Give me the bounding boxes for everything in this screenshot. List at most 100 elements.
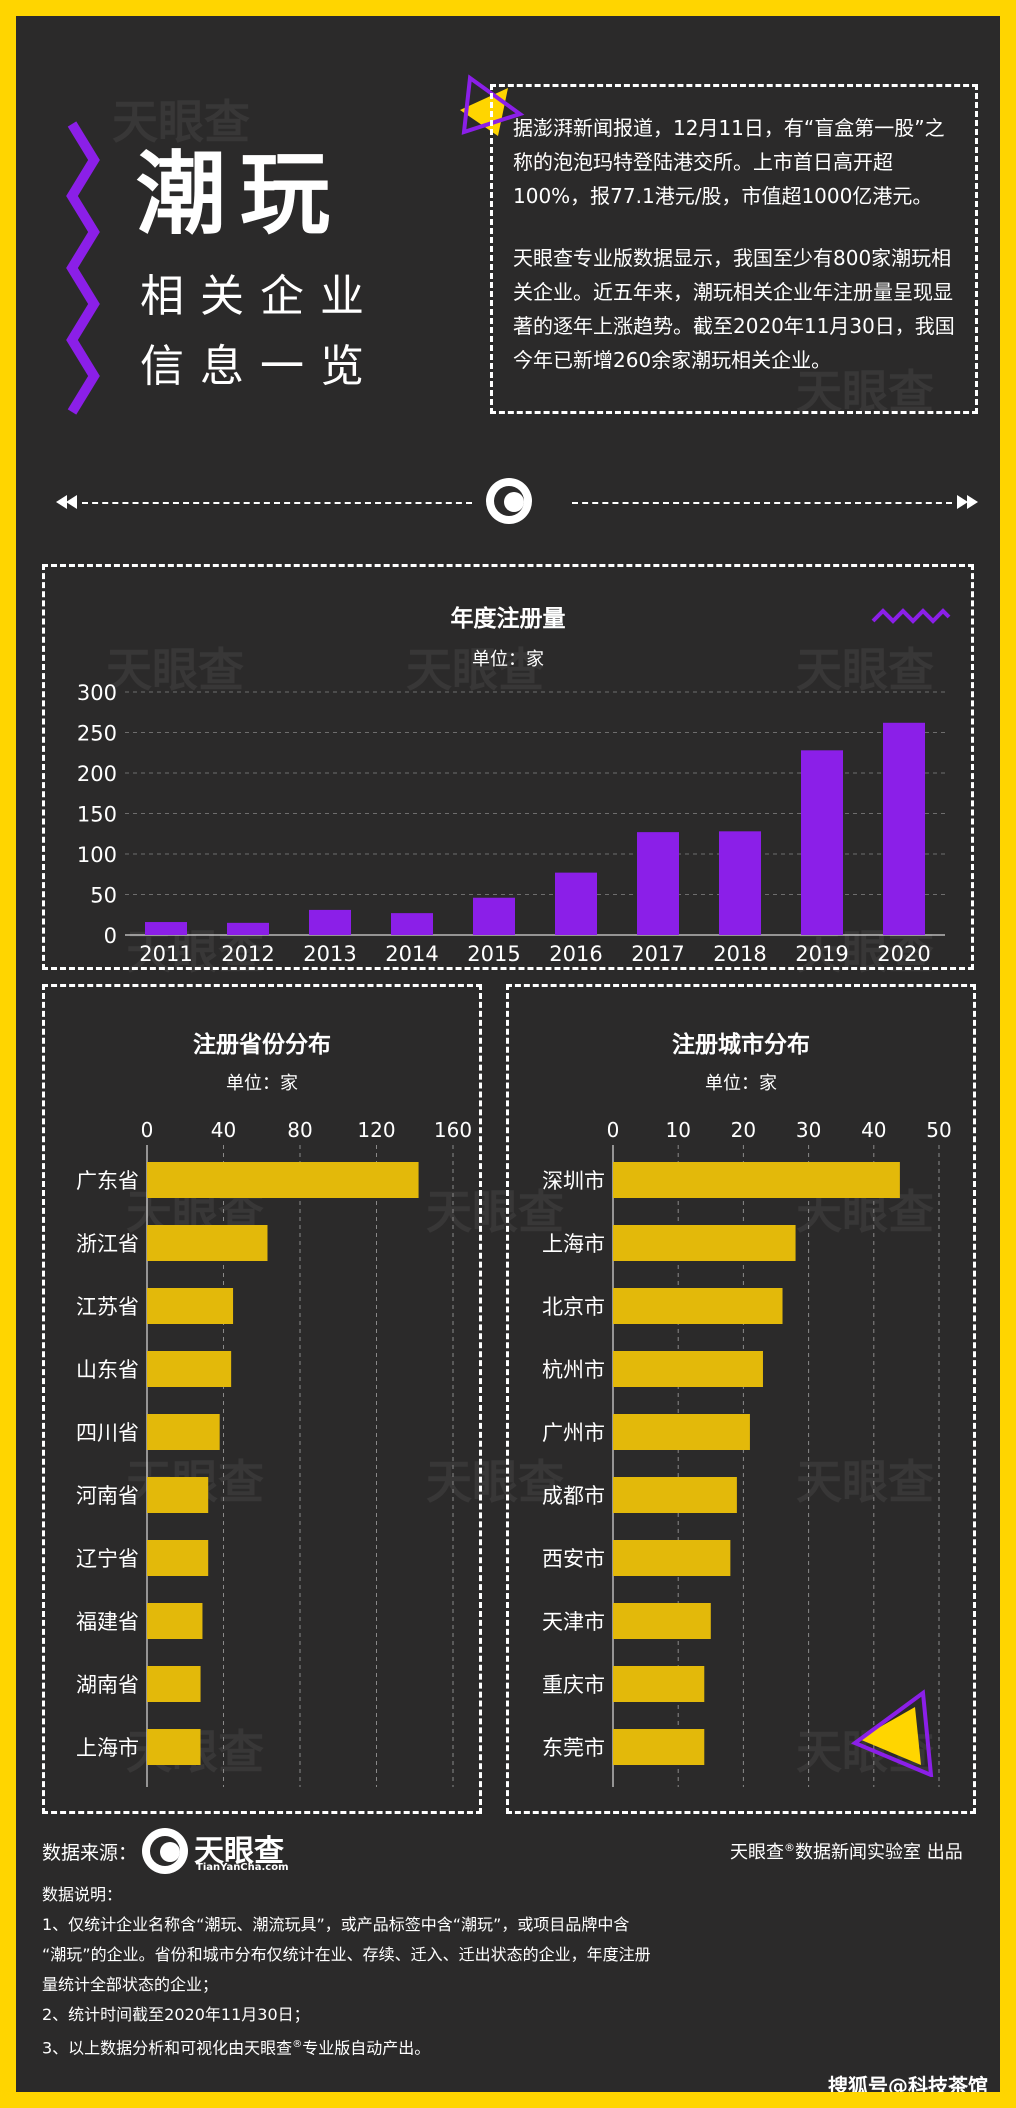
category-label: 浙江省 <box>76 1232 139 1256</box>
category-label: 杭州市 <box>542 1358 605 1382</box>
credit-line: 天眼查®数据新闻实验室 出品 <box>730 1838 963 1864</box>
bar <box>391 913 433 935</box>
bar <box>147 1477 209 1513</box>
watermark: 天眼查 <box>112 95 250 149</box>
annual-bar-chart: 0 50 100 150 200 250 300 2011 2012 2013 2014 2015 20… <box>77 681 945 966</box>
category-label: 河南省 <box>76 1484 139 1508</box>
page-subtitle-line2: 信息一览 <box>140 341 380 392</box>
divider-arrow-right-icon <box>957 495 978 509</box>
source-label: 数据来源： <box>42 1842 138 1864</box>
divider-line <box>82 502 472 504</box>
note-line: 1、仅统计企业名称含“潮玩、潮流玩具”，或产品标签中含“潮玩”，或项目品牌中含 <box>42 1915 630 1934</box>
annual-chart-box: 年度注册量 单位：家 0 50 100 150 200 250 300 2011 2012 201… <box>42 564 974 970</box>
chart-title: 注册省份分布 <box>193 1032 331 1058</box>
category-label: 东莞市 <box>542 1736 605 1760</box>
y-tick-label: 50 <box>90 884 117 908</box>
city-chart-box: 注册城市分布 单位：家 0 10 20 30 40 50 深圳市 上海市 北京市 杭州市 广州市 成都… <box>506 984 976 1814</box>
category-label: 深圳市 <box>542 1169 605 1193</box>
x-tick-label: 20 <box>731 1118 756 1142</box>
category-label: 四川省 <box>76 1421 139 1445</box>
x-tick-label: 50 <box>926 1118 951 1142</box>
category-label: 重庆市 <box>542 1673 605 1697</box>
bar <box>613 1414 750 1450</box>
watermark: 天眼查 <box>796 643 934 697</box>
infographic-page: 天眼查 天眼查 天眼查 天眼查 天眼查 天眼查 天眼查 天眼查 天眼查 天眼查 … <box>16 16 1000 2092</box>
bar <box>555 872 597 935</box>
note-line: 3、以上数据分析和可视化由天眼查®专业版自动产出。 <box>42 2030 742 2063</box>
data-notes: 数据说明： 1、仅统计企业名称含“潮玩、潮流玩具”，或产品标签中含“潮玩”，或项… <box>42 1880 742 2063</box>
bar <box>613 1540 731 1576</box>
x-tick-label: 2017 <box>631 942 684 966</box>
bar <box>147 1162 419 1198</box>
bar <box>147 1414 220 1450</box>
triangle-decoration <box>850 1689 934 1777</box>
note3-suffix: 专业版自动产出。 <box>302 2038 431 2058</box>
y-tick-label: 100 <box>77 843 117 867</box>
chart-title: 注册城市分布 <box>672 1032 810 1058</box>
chart-title: 年度注册量 <box>450 606 566 632</box>
y-tick-label: 250 <box>77 722 117 746</box>
registered-mark: ® <box>292 2039 303 2050</box>
category-label: 江苏省 <box>76 1295 139 1319</box>
bar <box>147 1603 203 1639</box>
bar <box>147 1729 201 1765</box>
note-line: 2、统计时间截至2020年11月30日； <box>42 2005 310 2024</box>
bar <box>147 1351 232 1387</box>
chart-unit: 单位：家 <box>472 649 544 670</box>
wave-decoration <box>871 608 951 624</box>
x-tick-label: 160 <box>434 1118 472 1142</box>
watermark: 天眼查 <box>426 1455 564 1509</box>
y-tick-label: 300 <box>77 681 117 705</box>
watermark: 天眼查 <box>426 1185 564 1239</box>
category-label: 天津市 <box>542 1610 605 1634</box>
x-tick-label: 30 <box>796 1118 821 1142</box>
logo-badge-icon <box>486 478 532 524</box>
x-tick-label: 2020 <box>877 942 930 966</box>
x-tick-label: 2014 <box>385 942 438 966</box>
category-label: 福建省 <box>76 1610 139 1634</box>
x-tick-label: 0 <box>607 1118 620 1142</box>
bar <box>719 831 761 935</box>
bar <box>227 922 269 935</box>
intro-paragraph: 天眼查专业版数据显示，我国至少有800家潮玩相关企业。近五年来，潮玩相关企业年注… <box>513 246 955 372</box>
x-tick-label: 2013 <box>303 942 356 966</box>
x-tick-label: 80 <box>287 1118 312 1142</box>
bar <box>613 1666 705 1702</box>
y-tick-label: 150 <box>77 803 117 827</box>
category-label: 上海市 <box>542 1232 605 1256</box>
credit-suffix: 数据新闻实验室 出品 <box>795 1842 963 1863</box>
notes-title: 数据说明： <box>42 1885 123 1904</box>
x-tick-label: 2018 <box>713 942 766 966</box>
category-label: 北京市 <box>542 1295 605 1319</box>
bar <box>147 1225 268 1261</box>
watermark: 天眼查 <box>796 1455 934 1509</box>
x-tick-label: 120 <box>357 1118 395 1142</box>
credit-prefix: 天眼查 <box>730 1842 784 1863</box>
bar <box>309 909 351 935</box>
bar <box>883 722 925 935</box>
province-bar-chart: 0 40 80 120 160 广东省浙江省江苏省山东省四川省河南省辽宁省福建省湖南省上海… <box>76 1118 472 1787</box>
bar <box>613 1477 737 1513</box>
bar <box>637 832 679 935</box>
x-tick-label: 10 <box>665 1118 690 1142</box>
chart-unit: 单位：家 <box>705 1073 777 1094</box>
y-tick-label: 200 <box>77 762 117 786</box>
y-tick-label: 0 <box>104 924 117 948</box>
bar <box>613 1351 763 1387</box>
x-tick-label: 2012 <box>221 942 274 966</box>
category-label: 辽宁省 <box>76 1547 139 1571</box>
x-tick-label: 0 <box>141 1118 154 1142</box>
intro-paragraph: 据澎湃新闻报道，12月11日，有“盲盒第一股”之称的泡泡玛特登陆港交所。上市首日… <box>513 116 945 208</box>
corner-credit: 搜狐号@科技茶馆 <box>828 2074 988 2092</box>
bar <box>801 750 843 935</box>
bar <box>613 1288 783 1324</box>
city-bar-chart: 0 10 20 30 40 50 深圳市上海市北京市杭州市广州市成都市西安市天津市重庆市东莞… <box>542 1118 952 1787</box>
category-label: 西安市 <box>542 1547 605 1571</box>
x-tick-label: 2011 <box>139 942 192 966</box>
divider-arrow-left-icon <box>56 495 77 509</box>
source-logo-sub: TianYanCha.com <box>196 1862 289 1873</box>
divider-line <box>572 502 952 504</box>
watermark: 天眼查 <box>406 643 544 697</box>
registered-mark: ® <box>784 1841 795 1854</box>
category-label: 广州市 <box>542 1421 605 1445</box>
